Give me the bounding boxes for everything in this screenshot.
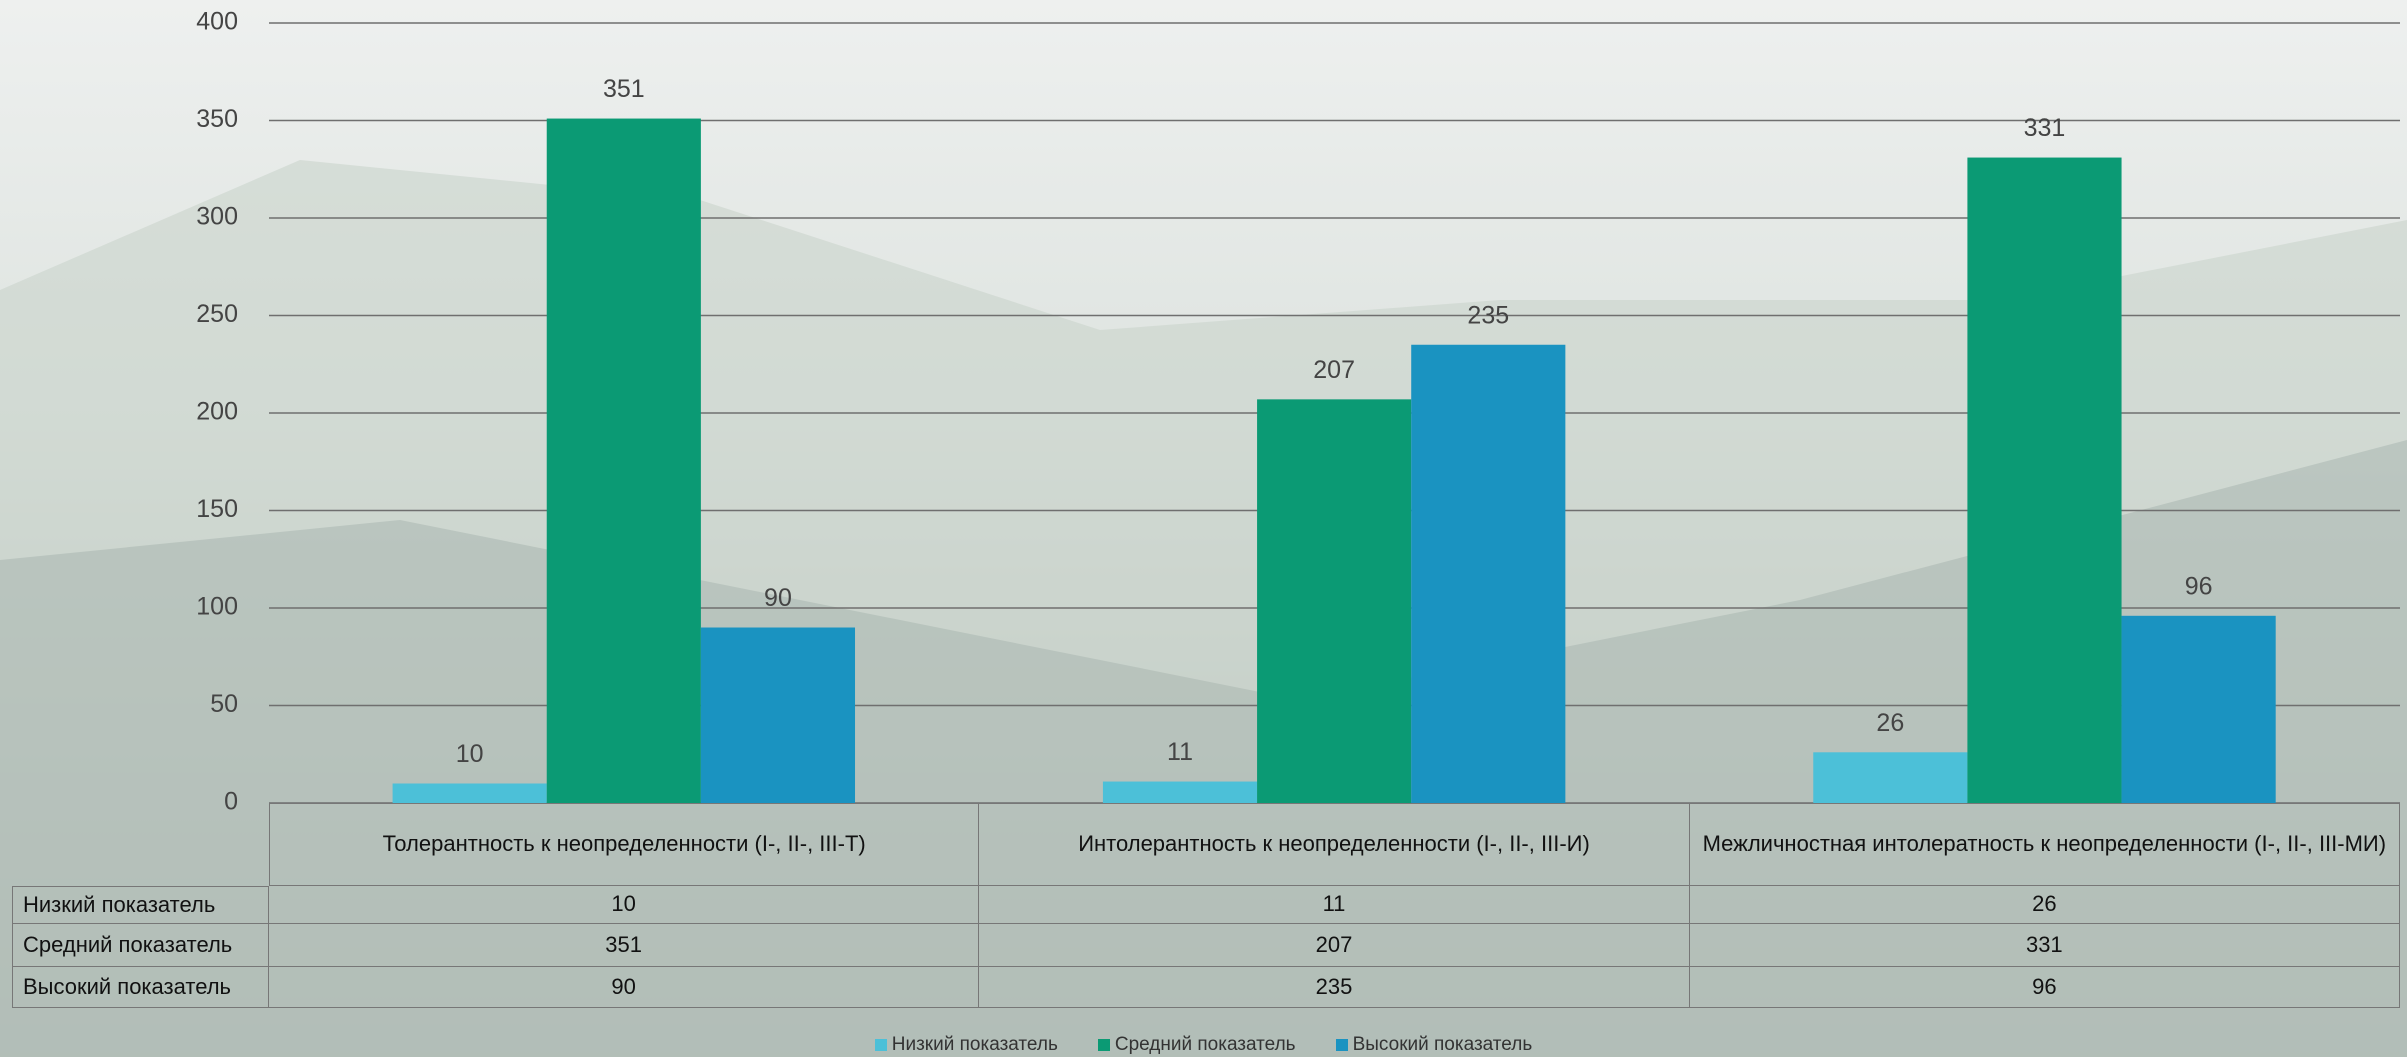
table-cell: 26 <box>1689 886 2400 924</box>
y-tick-label: 100 <box>196 593 238 621</box>
row-label: Низкий показатель <box>12 886 269 924</box>
table-cell: 331 <box>1689 924 2400 967</box>
legend-item: Средний показатель <box>1097 1034 1296 1056</box>
y-tick-label: 50 <box>210 690 238 718</box>
table-header: Интолерантность к неопределенности (I-, … <box>979 803 1690 886</box>
bar <box>1257 399 1412 803</box>
legend: Низкий показатель Средний показатель Высок… <box>0 1034 2407 1056</box>
y-tick-label: 250 <box>196 300 238 328</box>
bar <box>1813 752 1968 803</box>
y-tick-label: 0 <box>224 788 238 816</box>
table-cell: 96 <box>1689 967 2400 1008</box>
legend-label: Средний показатель <box>1114 1034 1296 1055</box>
data-label: 331 <box>2024 114 2066 142</box>
table-header: Межличностная интолератность к неопредел… <box>1689 803 2400 886</box>
table-cell: 351 <box>269 924 980 967</box>
bar <box>1967 157 2122 804</box>
y-tick-label: 300 <box>196 203 238 231</box>
legend-swatch <box>874 1039 887 1051</box>
legend-item: Низкий показатель <box>874 1034 1058 1056</box>
legend-swatch <box>1335 1039 1348 1051</box>
row-label: Средний показатель <box>12 924 269 967</box>
row-label: Высокий показатель <box>12 967 269 1008</box>
data-label: 96 <box>2185 572 2213 600</box>
y-tick-label: 150 <box>196 495 238 523</box>
bar <box>392 783 547 803</box>
data-label: 26 <box>1876 709 1904 737</box>
legend-swatch <box>1097 1039 1110 1051</box>
table-cell: 90 <box>269 967 980 1008</box>
bar <box>1102 781 1258 803</box>
legend-item: Высокий показатель <box>1335 1034 1533 1056</box>
data-label: 351 <box>603 75 645 103</box>
data-label: 207 <box>1313 356 1355 384</box>
y-tick-label: 400 <box>196 8 238 36</box>
table-header: Толерантность к неопределенности (I-, II… <box>269 803 980 886</box>
y-tick-label: 350 <box>196 105 238 133</box>
data-label: 10 <box>456 740 484 768</box>
table-cell: 11 <box>979 886 1690 924</box>
y-tick-label: 200 <box>196 398 238 426</box>
data-label: 90 <box>764 584 792 612</box>
bar <box>2121 615 2276 803</box>
bar <box>546 118 701 804</box>
legend-label: Высокий показатель <box>1352 1034 1533 1055</box>
table-cell: 10 <box>269 886 980 924</box>
table-cell: 207 <box>979 924 1690 967</box>
legend-label: Низкий показатель <box>891 1034 1058 1055</box>
table-cell: 235 <box>979 967 1690 1008</box>
bar <box>1411 344 1566 803</box>
data-label: 11 <box>1167 738 1193 766</box>
data-label: 235 <box>1467 301 1509 329</box>
bar <box>700 627 856 803</box>
